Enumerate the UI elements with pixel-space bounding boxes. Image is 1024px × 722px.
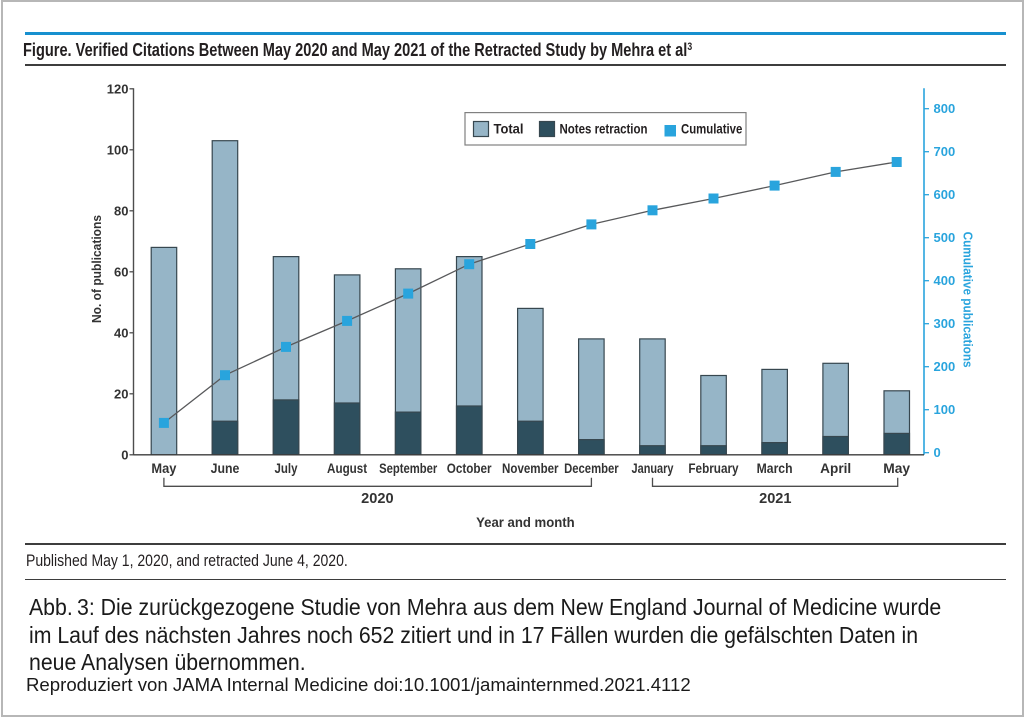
svg-text:February: February <box>688 461 739 476</box>
svg-text:200: 200 <box>934 359 956 374</box>
svg-text:March: March <box>757 461 793 476</box>
svg-text:0: 0 <box>934 445 941 460</box>
svg-text:800: 800 <box>934 101 956 116</box>
svg-text:April: April <box>820 461 851 476</box>
svg-text:Year and month: Year and month <box>476 515 575 530</box>
svg-text:2021: 2021 <box>759 491 791 507</box>
svg-text:300: 300 <box>934 316 956 331</box>
svg-text:May: May <box>151 461 177 476</box>
svg-text:700: 700 <box>934 144 956 159</box>
svg-text:January: January <box>632 461 674 476</box>
svg-text:600: 600 <box>934 187 956 202</box>
svg-text:May: May <box>883 461 910 476</box>
svg-text:August: August <box>327 461 368 476</box>
svg-text:60: 60 <box>114 264 128 279</box>
svg-text:20: 20 <box>114 386 128 401</box>
svg-text:Total: Total <box>494 122 524 137</box>
svg-text:0: 0 <box>121 447 128 462</box>
svg-text:100: 100 <box>107 142 129 157</box>
svg-text:400: 400 <box>934 273 956 288</box>
svg-text:120: 120 <box>107 81 129 96</box>
svg-text:December: December <box>564 461 619 476</box>
svg-text:100: 100 <box>934 402 956 417</box>
svg-text:Cumulative: Cumulative <box>681 122 742 137</box>
svg-text:October: October <box>447 461 492 476</box>
svg-text:Notes retraction: Notes retraction <box>560 122 648 137</box>
svg-text:40: 40 <box>114 325 128 340</box>
svg-text:June: June <box>211 461 240 476</box>
svg-text:2020: 2020 <box>361 491 393 507</box>
svg-text:July: July <box>275 461 298 476</box>
svg-text:November: November <box>502 461 559 476</box>
svg-text:80: 80 <box>114 203 128 218</box>
svg-text:Cumulative publications: Cumulative publications <box>961 232 976 368</box>
svg-text:500: 500 <box>934 230 956 245</box>
svg-text:No. of publications: No. of publications <box>89 215 104 323</box>
svg-text:September: September <box>379 461 438 476</box>
